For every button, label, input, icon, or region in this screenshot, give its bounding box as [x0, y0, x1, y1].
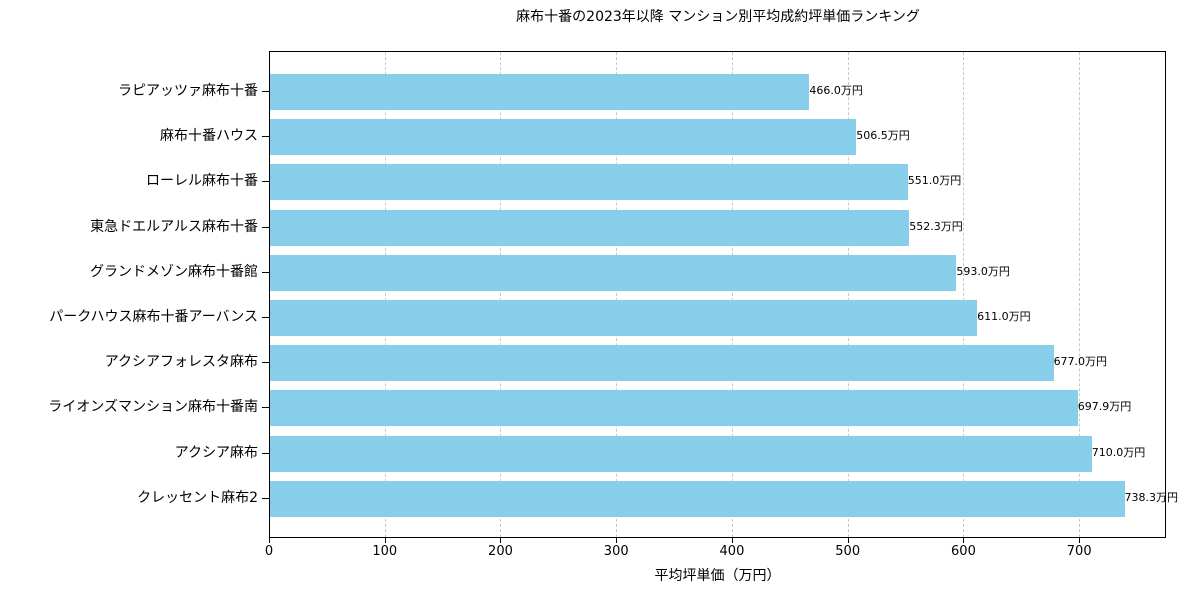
bar [270, 300, 978, 336]
y-tick-label: アクシアフォレスタ麻布 [104, 354, 258, 371]
y-tick-label: アクシア麻布 [174, 444, 258, 461]
bar-value-label: 677.0万円 [1053, 355, 1108, 369]
y-tick-label: グランドメゾン麻布十番館 [90, 263, 258, 280]
gridline [616, 52, 618, 537]
y-tick-label: パークハウス麻布十番アーバンス [49, 309, 258, 325]
x-tick [1079, 538, 1081, 543]
bar [270, 480, 1125, 517]
y-tick-label: クレッセント麻布2 [137, 489, 258, 506]
x-tick [269, 538, 270, 543]
gridline [1079, 52, 1081, 537]
y-tick-label: 東急ドエルアルス麻布十番 [90, 218, 258, 235]
bar [270, 74, 810, 110]
y-tick [262, 452, 269, 454]
bar-value-label: 552.3万円 [909, 219, 963, 233]
chart-title: 麻布十番の2023年以降 マンション別平均成約坪単価ランキング [516, 9, 920, 25]
y-tick [262, 271, 269, 273]
y-tick [262, 226, 269, 228]
x-tick-label: 0 [264, 544, 274, 559]
bar [270, 345, 1054, 382]
x-tick-label: 700 [1066, 544, 1092, 559]
x-tick [731, 538, 733, 543]
x-tick [847, 538, 849, 543]
bar-value-label: 466.0万円 [809, 84, 863, 97]
bar-value-label: 611.0万円 [977, 310, 1031, 323]
x-axis-label: 平均坪単価（万円） [654, 568, 781, 584]
x-tick [963, 538, 965, 543]
bar-value-label: 593.0万円 [956, 264, 1010, 278]
y-tick [262, 317, 269, 318]
plot-area [269, 51, 1166, 538]
gridline [384, 52, 386, 537]
y-tick-label: ラピアッツァ麻布十番 [118, 83, 258, 99]
x-tick [500, 538, 502, 543]
y-tick-label: ライオンズマンション麻布十番南 [48, 399, 258, 416]
x-tick [616, 538, 618, 543]
x-tick-label: 500 [835, 544, 861, 559]
bar [270, 119, 857, 156]
bar-value-label: 710.0万円 [1091, 445, 1146, 459]
bar-value-label: 551.0万円 [907, 174, 962, 188]
x-tick-label: 100 [372, 544, 398, 559]
bar [270, 435, 1092, 472]
gridline [847, 52, 849, 537]
y-tick [262, 497, 269, 499]
x-tick-label: 300 [603, 544, 629, 559]
bar [270, 164, 908, 201]
x-tick-label: 600 [951, 544, 976, 559]
y-tick [262, 91, 269, 92]
x-tick [384, 538, 386, 543]
gridline [500, 52, 502, 537]
y-tick [262, 362, 269, 364]
gridline [963, 52, 965, 537]
bar [270, 209, 910, 246]
bar [270, 254, 957, 291]
x-tick-label: 400 [719, 544, 745, 559]
x-tick-label: 200 [488, 544, 513, 559]
y-tick [262, 181, 269, 183]
bar-value-label: 506.5万円 [856, 129, 910, 143]
bar [270, 390, 1078, 427]
y-tick-label: ローレル麻布十番 [146, 173, 258, 190]
gridline [731, 52, 733, 537]
bar-value-label: 697.9万円 [1077, 400, 1132, 414]
y-tick-label: 麻布十番ハウス [160, 128, 258, 145]
bar-value-label: 738.3万円 [1124, 490, 1179, 504]
y-tick [262, 136, 269, 138]
y-tick [262, 407, 269, 409]
